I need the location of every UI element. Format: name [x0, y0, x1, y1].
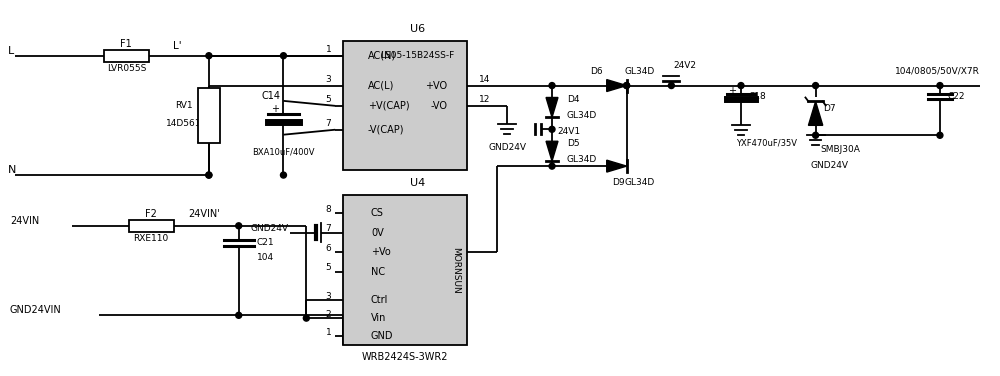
Text: D5: D5: [567, 139, 580, 148]
Text: C22: C22: [948, 92, 965, 101]
Text: -VO: -VO: [431, 101, 448, 111]
Text: RXE110: RXE110: [134, 234, 169, 243]
Text: LVR055S: LVR055S: [107, 64, 146, 73]
Text: 1: 1: [325, 327, 331, 337]
Text: U4: U4: [410, 178, 425, 188]
Text: +Vo: +Vo: [371, 247, 391, 257]
Circle shape: [280, 172, 286, 178]
Text: 14: 14: [479, 75, 491, 84]
Text: 24V2: 24V2: [673, 61, 696, 70]
Text: C21: C21: [257, 238, 274, 247]
Text: 7: 7: [325, 224, 331, 233]
Circle shape: [624, 83, 630, 88]
Text: U6: U6: [410, 24, 425, 34]
Text: 104/0805/50V/X7R: 104/0805/50V/X7R: [895, 66, 980, 75]
Polygon shape: [546, 141, 558, 161]
Text: C14: C14: [261, 91, 280, 101]
Text: 1: 1: [325, 45, 331, 54]
Text: 6: 6: [325, 244, 331, 253]
Circle shape: [937, 132, 943, 138]
Circle shape: [280, 53, 286, 59]
Circle shape: [549, 163, 555, 169]
Circle shape: [937, 83, 943, 88]
Text: GND24V: GND24V: [811, 161, 849, 170]
Circle shape: [549, 126, 555, 132]
Text: L': L': [173, 41, 181, 51]
Text: 12: 12: [479, 96, 491, 105]
Circle shape: [624, 83, 630, 88]
Text: D4: D4: [567, 95, 579, 104]
Text: AC(N): AC(N): [368, 51, 396, 61]
Circle shape: [668, 83, 674, 88]
Text: YXF470uF/35V: YXF470uF/35V: [736, 139, 797, 148]
Text: LS05-15B24SS-F: LS05-15B24SS-F: [381, 51, 455, 60]
Text: GND24VIN: GND24VIN: [10, 305, 62, 315]
Text: 2: 2: [326, 310, 331, 318]
Text: L: L: [8, 46, 14, 56]
Text: AC(L): AC(L): [368, 80, 394, 91]
Circle shape: [236, 312, 242, 318]
Text: +: +: [272, 104, 280, 114]
Text: Vin: Vin: [371, 313, 386, 323]
Circle shape: [738, 83, 744, 88]
Text: 104: 104: [257, 253, 274, 262]
Text: NC: NC: [371, 267, 385, 277]
Polygon shape: [808, 102, 823, 125]
Text: GND: GND: [371, 331, 393, 341]
Text: CS: CS: [371, 208, 384, 218]
Text: -V(CAP): -V(CAP): [368, 125, 405, 135]
Polygon shape: [546, 97, 558, 117]
Polygon shape: [607, 80, 627, 91]
Bar: [343, 41, 467, 170]
Text: D7: D7: [824, 104, 836, 113]
Text: F2: F2: [145, 209, 157, 219]
Bar: [129, 220, 174, 232]
Polygon shape: [607, 160, 627, 172]
Text: 24VIN: 24VIN: [10, 216, 39, 226]
Circle shape: [813, 132, 819, 138]
Text: 0V: 0V: [371, 227, 384, 238]
Text: D9: D9: [612, 177, 624, 186]
Text: GL34D: GL34D: [567, 111, 597, 120]
Text: 5: 5: [325, 96, 331, 105]
Text: 3: 3: [325, 75, 331, 84]
Bar: [343, 195, 467, 345]
Circle shape: [206, 172, 212, 178]
Text: GL34D: GL34D: [567, 155, 597, 164]
Text: Ctrl: Ctrl: [371, 295, 388, 305]
Text: +VO: +VO: [425, 80, 448, 91]
Text: N: N: [8, 165, 16, 175]
Circle shape: [206, 172, 212, 178]
Text: C18: C18: [749, 92, 767, 101]
Text: WRB2424S-3WR2: WRB2424S-3WR2: [362, 352, 449, 362]
Text: GND24V: GND24V: [250, 224, 288, 233]
Text: SMBJ30A: SMBJ30A: [821, 145, 860, 154]
Text: 24V1: 24V1: [557, 127, 580, 136]
Circle shape: [206, 53, 212, 59]
Text: GL34D: GL34D: [625, 67, 655, 76]
Circle shape: [549, 83, 555, 88]
Text: GND24V: GND24V: [488, 143, 526, 152]
Bar: [104, 50, 149, 62]
Bar: [198, 88, 220, 143]
Text: 7: 7: [325, 119, 331, 128]
Text: 14D561: 14D561: [166, 119, 202, 128]
Text: 8: 8: [325, 205, 331, 214]
Text: GL34D: GL34D: [625, 177, 655, 186]
Text: 5: 5: [325, 263, 331, 272]
Text: D6: D6: [590, 67, 603, 76]
Text: BXA10uF/400V: BXA10uF/400V: [252, 147, 315, 156]
Text: 3: 3: [325, 292, 331, 301]
Text: MORNSUN: MORNSUN: [451, 247, 460, 293]
Text: +V(CAP): +V(CAP): [368, 101, 410, 111]
Text: F1: F1: [120, 39, 132, 49]
Text: 24VIN': 24VIN': [188, 209, 220, 219]
Circle shape: [236, 223, 242, 229]
Circle shape: [813, 83, 819, 88]
Circle shape: [303, 315, 309, 321]
Text: RV1: RV1: [175, 101, 193, 110]
Text: +: +: [728, 85, 736, 96]
